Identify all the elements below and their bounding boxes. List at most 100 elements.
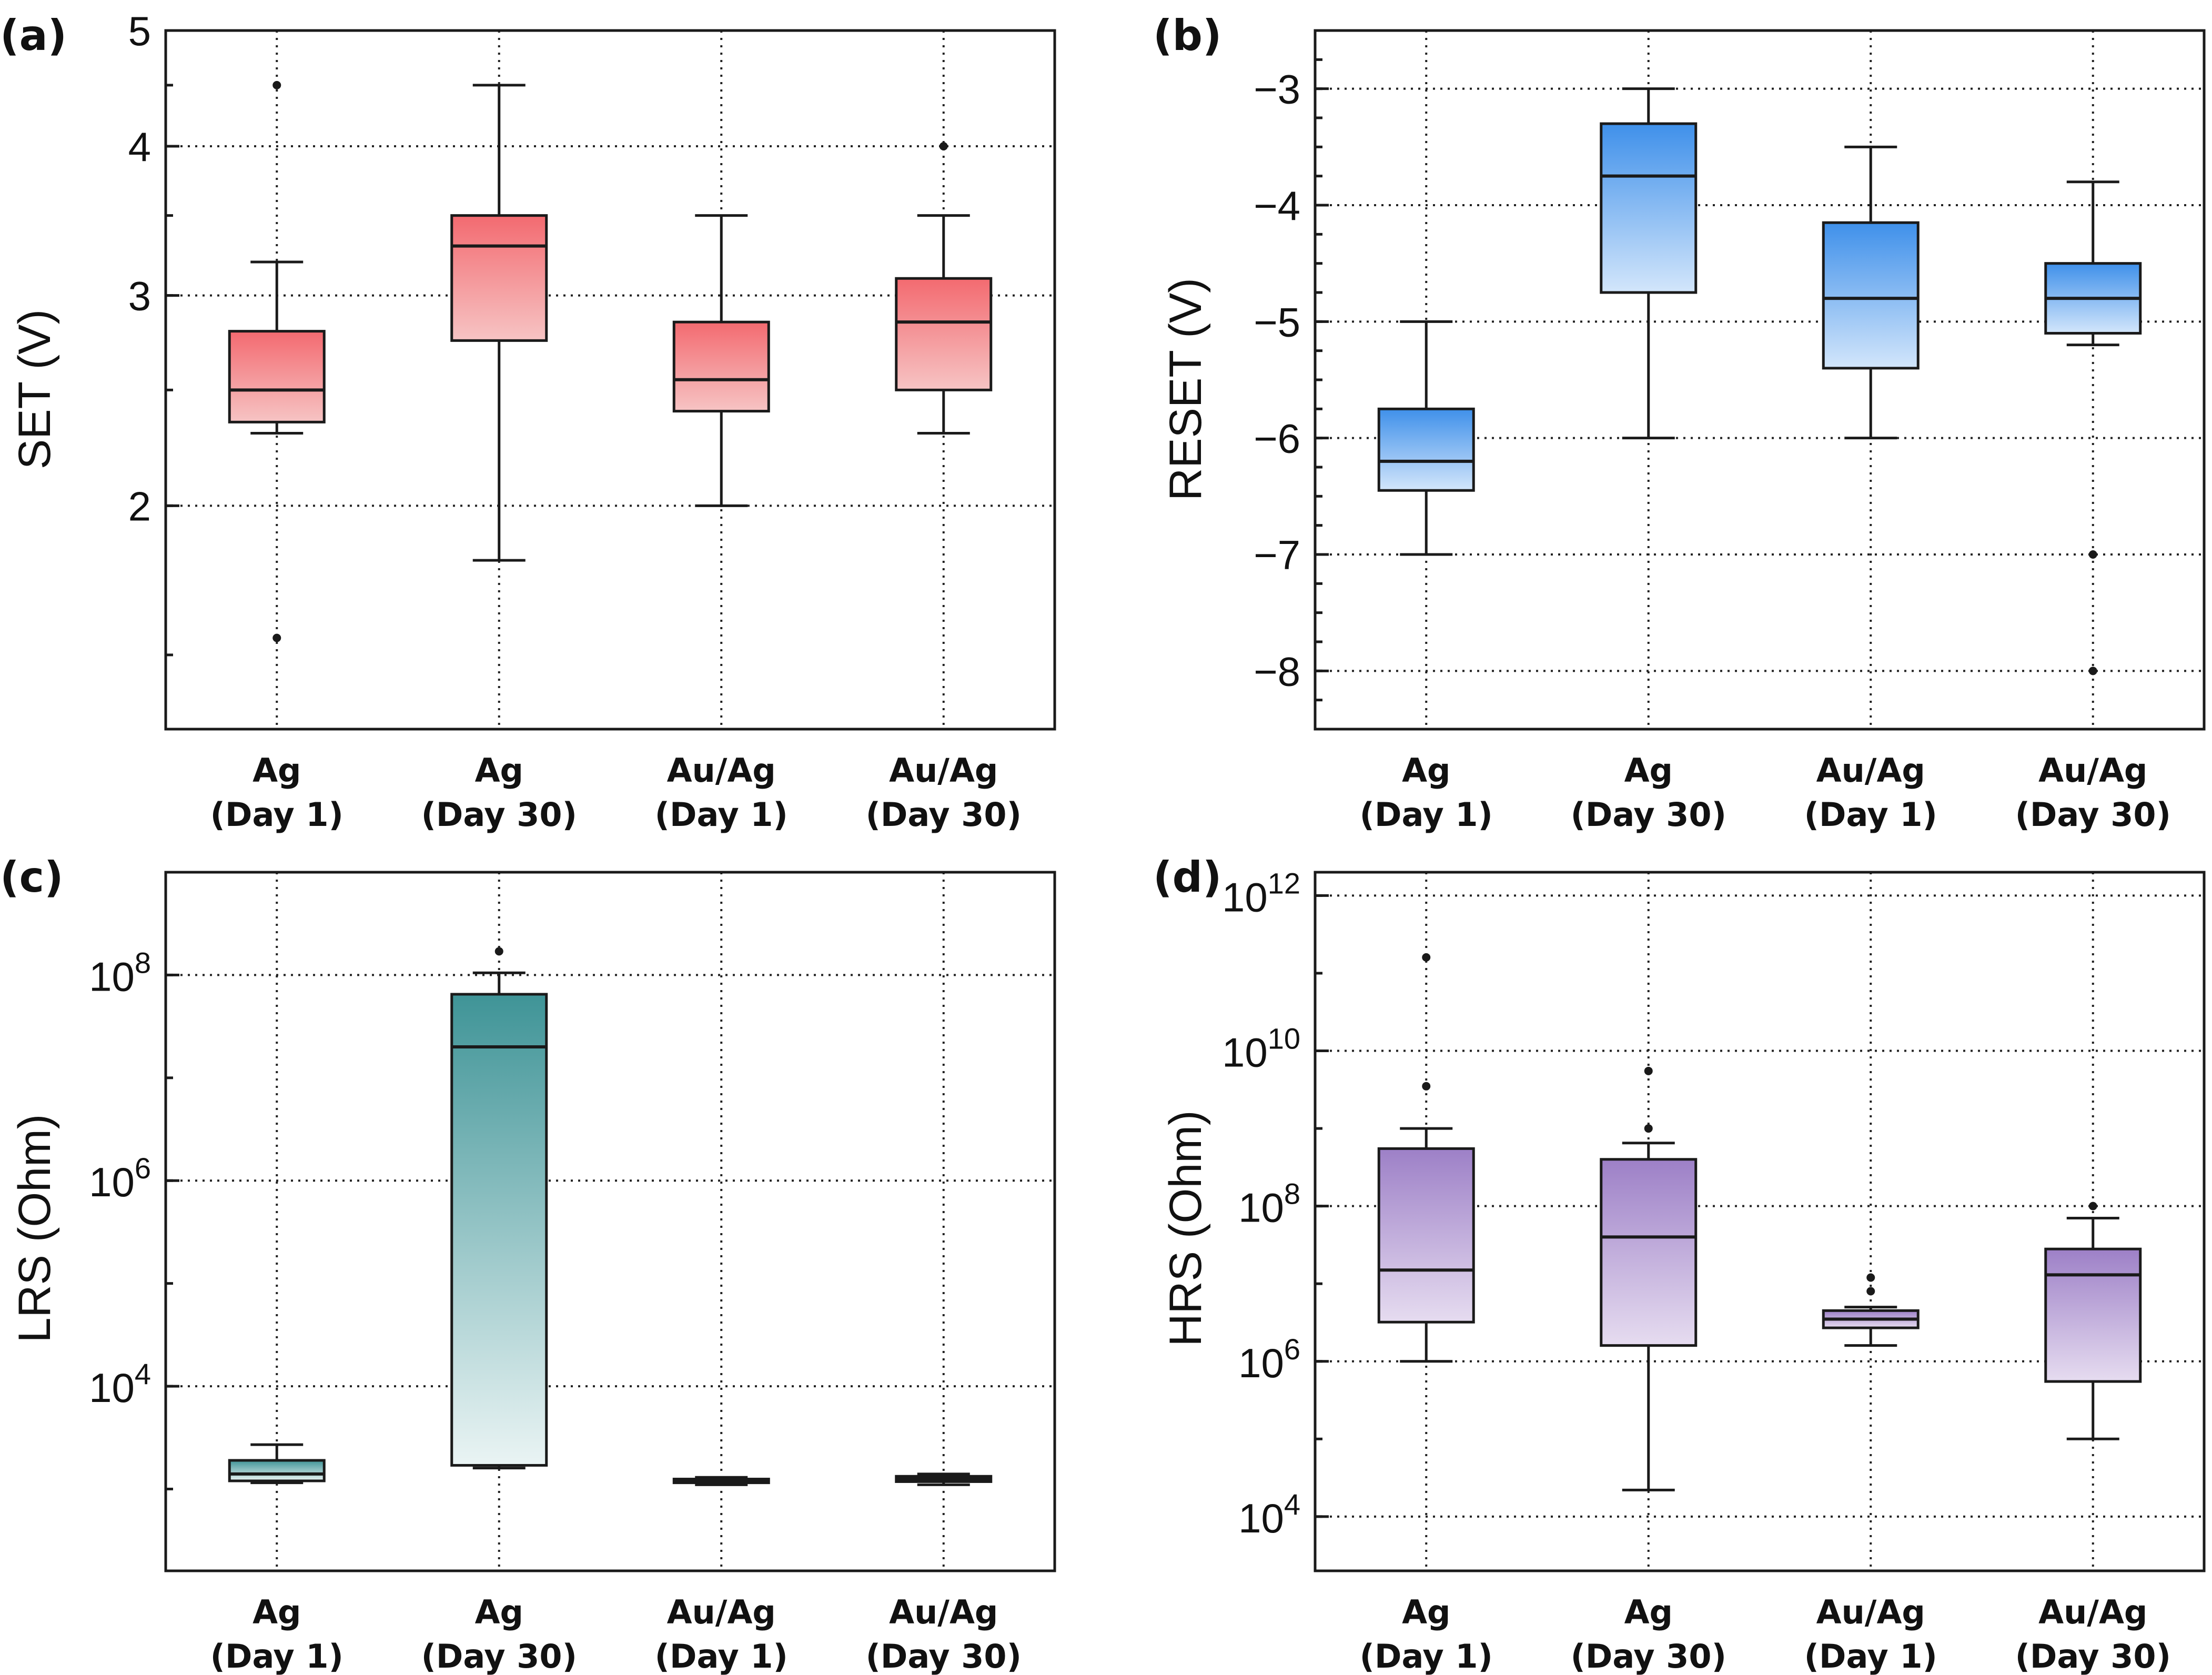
box-2 [1600,87,1698,440]
iqr-box [228,1459,326,1482]
x-category-line: (Day 1) [210,1637,344,1675]
box-1 [1377,953,1475,1363]
panel-label: (b) [1153,11,1221,60]
x-category-line: Au/Ag [889,1593,998,1631]
x-category-label: Au/Ag (Day 30) [866,751,1022,834]
y-tick-label: −6 [1254,416,1300,462]
x-category-label: Au/Ag (Day 1) [655,751,788,834]
outlier-point [1422,1082,1431,1091]
plot-frame [1314,871,2206,1572]
y-tick-label: 2 [128,483,151,529]
y-tick-label: 1010 [1222,1022,1300,1076]
x-category-line: Au/Ag [1816,751,1925,790]
y-tick-exponent: 8 [1284,1177,1300,1210]
x-category-line: (Day 1) [1804,1637,1937,1675]
y-tick-label: 106 [89,1152,151,1205]
x-category-label: Ag (Day 30) [421,751,577,834]
box-1 [228,1443,326,1485]
iqr-box [1600,1158,1698,1347]
y-tick-exponent: 8 [135,946,151,979]
x-category-line: (Day 30) [2015,1637,2171,1675]
y-tick-label: −8 [1254,648,1300,694]
outlier-point [2088,550,2097,559]
box-1 [228,80,326,642]
y-tick-label: 106 [1238,1333,1300,1386]
outlier-point [272,633,281,642]
y-tick-base: 10 [89,1159,135,1205]
outlier-point [272,80,281,89]
x-category-line: Ag [1624,1593,1673,1631]
y-tick-base: 10 [1238,1495,1284,1541]
x-category-line: (Day 30) [1571,1637,1726,1675]
y-tick-label: −3 [1254,66,1300,113]
y-tick-label: 108 [89,946,151,1000]
x-category-line: (Day 30) [866,1637,1022,1675]
x-category-line: (Day 1) [1360,795,1493,834]
y-tick-label: −5 [1254,299,1300,345]
plot-frame [164,29,1056,731]
y-tick-label: 4 [128,124,151,170]
x-category-label: Ag (Day 30) [1571,1593,1726,1675]
y-tick-exponent: 4 [135,1357,151,1390]
x-category-line: (Day 30) [1571,795,1726,834]
outlier-point [494,947,503,956]
y-tick-base: 10 [1222,1030,1268,1076]
x-category-line: Au/Ag [2038,751,2147,790]
iqr-box [1822,221,1920,370]
iqr-box [228,330,326,423]
x-category-line: (Day 30) [866,795,1022,834]
x-category-label: Ag (Day 30) [1571,751,1726,834]
y-tick-exponent: 6 [1284,1333,1300,1366]
x-category-line: Ag [252,1593,301,1631]
iqr-box [672,320,770,413]
box-4 [2044,1202,2142,1440]
x-category-line: Au/Ag [889,751,998,790]
outlier-point [1866,1273,1875,1282]
x-category-line: Au/Ag [2038,1593,2147,1631]
box-3 [1822,145,1920,440]
outlier-point [1644,1066,1653,1075]
y-tick-exponent: 4 [1284,1488,1300,1521]
x-category-line: Au/Ag [1816,1593,1925,1631]
panel-label: (c) [0,853,64,902]
y-tick-exponent: 6 [135,1152,151,1185]
iqr-box [450,214,548,342]
x-category-label: Au/Ag (Day 30) [866,1593,1022,1675]
y-tick-label: 1012 [1222,866,1300,920]
panel-label: (a) [0,11,67,60]
x-category-line: Ag [475,751,523,790]
x-category-label: Ag (Day 1) [210,751,344,834]
box-2 [1600,1066,1698,1491]
x-category-label: Ag (Day 30) [421,1593,577,1675]
y-tick-exponent: 10 [1268,1022,1300,1055]
panel-label: (d) [1153,853,1221,902]
y-tick-base: 10 [1238,1340,1284,1386]
outlier-point [1422,953,1431,962]
box-2 [450,84,548,562]
x-category-line: Ag [1624,751,1673,790]
y-tick-label: 104 [89,1357,151,1411]
x-category-line: (Day 1) [655,1637,788,1675]
x-category-line: Au/Ag [667,1593,776,1631]
y-tick-base: 10 [1222,874,1268,920]
x-category-label: Au/Ag (Day 1) [1804,751,1937,834]
y-axis-label: SET (V) [9,309,60,469]
iqr-box [1600,122,1698,294]
x-category-line: (Day 30) [421,795,577,834]
x-category-line: Ag [475,1593,523,1631]
iqr-box [450,993,548,1467]
box-1 [1377,320,1475,556]
plot-frame [164,871,1056,1572]
box-3 [672,1476,770,1486]
x-category-label: Au/Ag (Day 30) [2015,1593,2171,1675]
y-tick-label: −7 [1254,532,1300,578]
x-category-line: (Day 1) [1804,795,1937,834]
x-category-line: (Day 1) [1360,1637,1493,1675]
x-category-label: Ag (Day 1) [1360,751,1493,834]
iqr-box [1377,407,1475,492]
y-axis-label: HRS (Ohm) [1160,1110,1211,1346]
